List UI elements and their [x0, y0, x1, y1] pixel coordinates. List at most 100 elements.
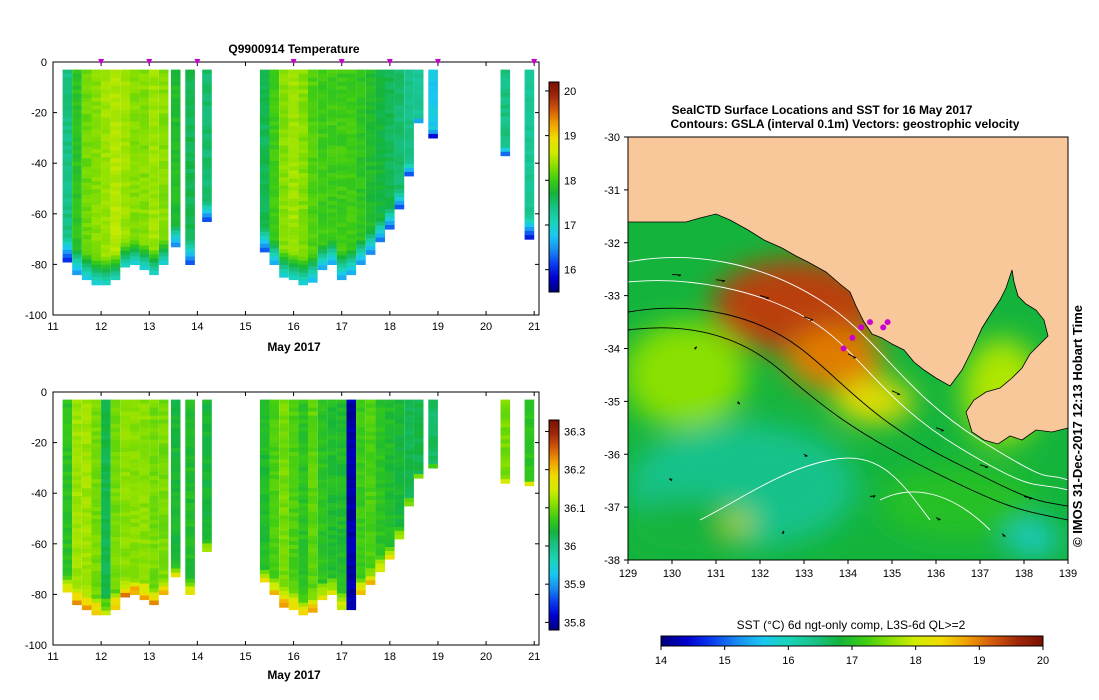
profile-cell — [356, 586, 366, 591]
profile-cell — [202, 423, 212, 429]
profile-cell — [327, 467, 337, 472]
profile-cell — [91, 240, 102, 246]
profile-cell — [524, 81, 535, 87]
profile-cell — [298, 423, 308, 429]
profile-cell — [394, 192, 405, 198]
profile-cell — [317, 419, 328, 425]
profile-cell — [288, 492, 299, 498]
profile-cell — [346, 234, 357, 239]
profile-cell — [130, 69, 140, 75]
profile-cell — [139, 579, 150, 585]
profile-cell — [269, 204, 280, 210]
profile-cell — [149, 536, 159, 541]
profile-cell — [110, 134, 121, 139]
profile-cell — [101, 213, 111, 218]
profile-cell — [185, 483, 195, 488]
profile-cell — [365, 407, 376, 413]
profile-cell — [327, 554, 337, 560]
profile-cell — [81, 110, 92, 115]
second-variable-plot-area — [62, 399, 535, 616]
profile-cell — [120, 536, 130, 542]
profile-cell — [101, 411, 111, 417]
profile-cell — [385, 133, 395, 138]
profile-cell — [298, 272, 308, 278]
profile-cell — [62, 447, 73, 453]
profile-cell — [185, 184, 195, 190]
profile-cell — [269, 431, 280, 436]
profile-cell — [170, 134, 181, 139]
profile-cell — [524, 403, 535, 408]
profile-cell — [170, 488, 181, 493]
profile-cell — [308, 439, 318, 445]
profile-cell — [327, 578, 337, 584]
profile-cell — [288, 593, 299, 598]
profile-cell — [202, 161, 212, 167]
profile-cell — [91, 145, 102, 150]
profile-column — [158, 399, 169, 595]
profile-cell — [298, 403, 308, 409]
lon-tick-label: 134 — [839, 568, 857, 580]
profile-marker — [386, 59, 393, 65]
profile-cell — [202, 499, 212, 505]
profile-cell — [308, 254, 318, 259]
profile-cell — [81, 565, 92, 570]
profile-cell — [170, 238, 181, 244]
profile-cell — [298, 554, 308, 560]
profile-cell — [394, 121, 405, 126]
profile-cell — [298, 519, 308, 524]
profile-cell — [385, 479, 395, 484]
profile-cell — [91, 499, 102, 504]
profile-cell — [385, 551, 395, 556]
profile-cell — [62, 499, 73, 505]
profile-cell — [356, 236, 366, 242]
profile-cell — [185, 407, 195, 413]
profile-cell — [327, 161, 337, 166]
profile-cell — [170, 101, 181, 107]
profile-cell — [139, 177, 150, 183]
profile-cell — [81, 452, 92, 457]
profile-cell — [72, 129, 82, 135]
profile-cell — [101, 503, 111, 508]
profile-cell — [101, 193, 111, 198]
profile-cell — [279, 273, 289, 278]
profile-cell — [170, 572, 181, 578]
profile-cell — [327, 558, 337, 564]
profile-cell — [81, 206, 92, 212]
profile-cell — [365, 161, 376, 167]
profile-cell — [91, 216, 102, 222]
profile-cell — [356, 578, 366, 584]
profile-cell — [356, 419, 366, 425]
profile-cell — [269, 137, 280, 142]
profile-cell — [308, 189, 318, 195]
profile-cell — [308, 201, 318, 207]
profile-cell — [101, 268, 111, 274]
profile-cell — [259, 132, 270, 138]
profile-cell — [279, 503, 289, 508]
profile-cell — [101, 69, 111, 75]
profile-cell — [101, 479, 111, 484]
profile-cell — [308, 165, 318, 171]
lon-tick-label: 132 — [751, 568, 769, 580]
profile-cell — [375, 431, 385, 437]
profile-cell — [149, 572, 159, 577]
profile-cell — [170, 544, 181, 550]
profile-cell — [317, 157, 328, 163]
profile-cell — [269, 93, 280, 98]
profile-cell — [336, 472, 347, 477]
profile-cell — [101, 427, 111, 433]
profile-cell — [356, 145, 366, 150]
profile-cell — [91, 133, 102, 138]
profile-cell — [130, 105, 140, 110]
profile-cell — [288, 427, 299, 433]
profile-cell — [327, 228, 337, 234]
profile-cell — [375, 129, 385, 135]
profile-cell — [327, 240, 337, 246]
x-tick-label: 17 — [336, 651, 348, 663]
profile-cell — [404, 112, 414, 118]
profile-cell — [259, 93, 270, 98]
profile-cell — [317, 479, 328, 485]
profile-cell — [130, 188, 140, 194]
profile-cell — [317, 249, 328, 255]
profile-cell — [298, 137, 308, 142]
profile-cell — [130, 491, 140, 496]
